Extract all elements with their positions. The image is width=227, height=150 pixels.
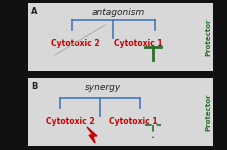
Text: Protector: Protector xyxy=(204,93,210,131)
Text: Protector: Protector xyxy=(204,18,210,56)
Text: Cytotoxic 2: Cytotoxic 2 xyxy=(50,39,99,48)
Text: Cytotoxic 2: Cytotoxic 2 xyxy=(45,117,94,126)
Text: synergy: synergy xyxy=(84,83,121,92)
Polygon shape xyxy=(87,127,96,143)
Text: Cytotoxic 1: Cytotoxic 1 xyxy=(113,39,162,48)
Text: A: A xyxy=(31,7,37,16)
Text: B: B xyxy=(31,82,37,91)
Bar xyxy=(28,3,212,71)
Text: Cytotoxic 1: Cytotoxic 1 xyxy=(108,117,157,126)
Text: antagonism: antagonism xyxy=(91,8,144,17)
Bar xyxy=(28,78,212,146)
